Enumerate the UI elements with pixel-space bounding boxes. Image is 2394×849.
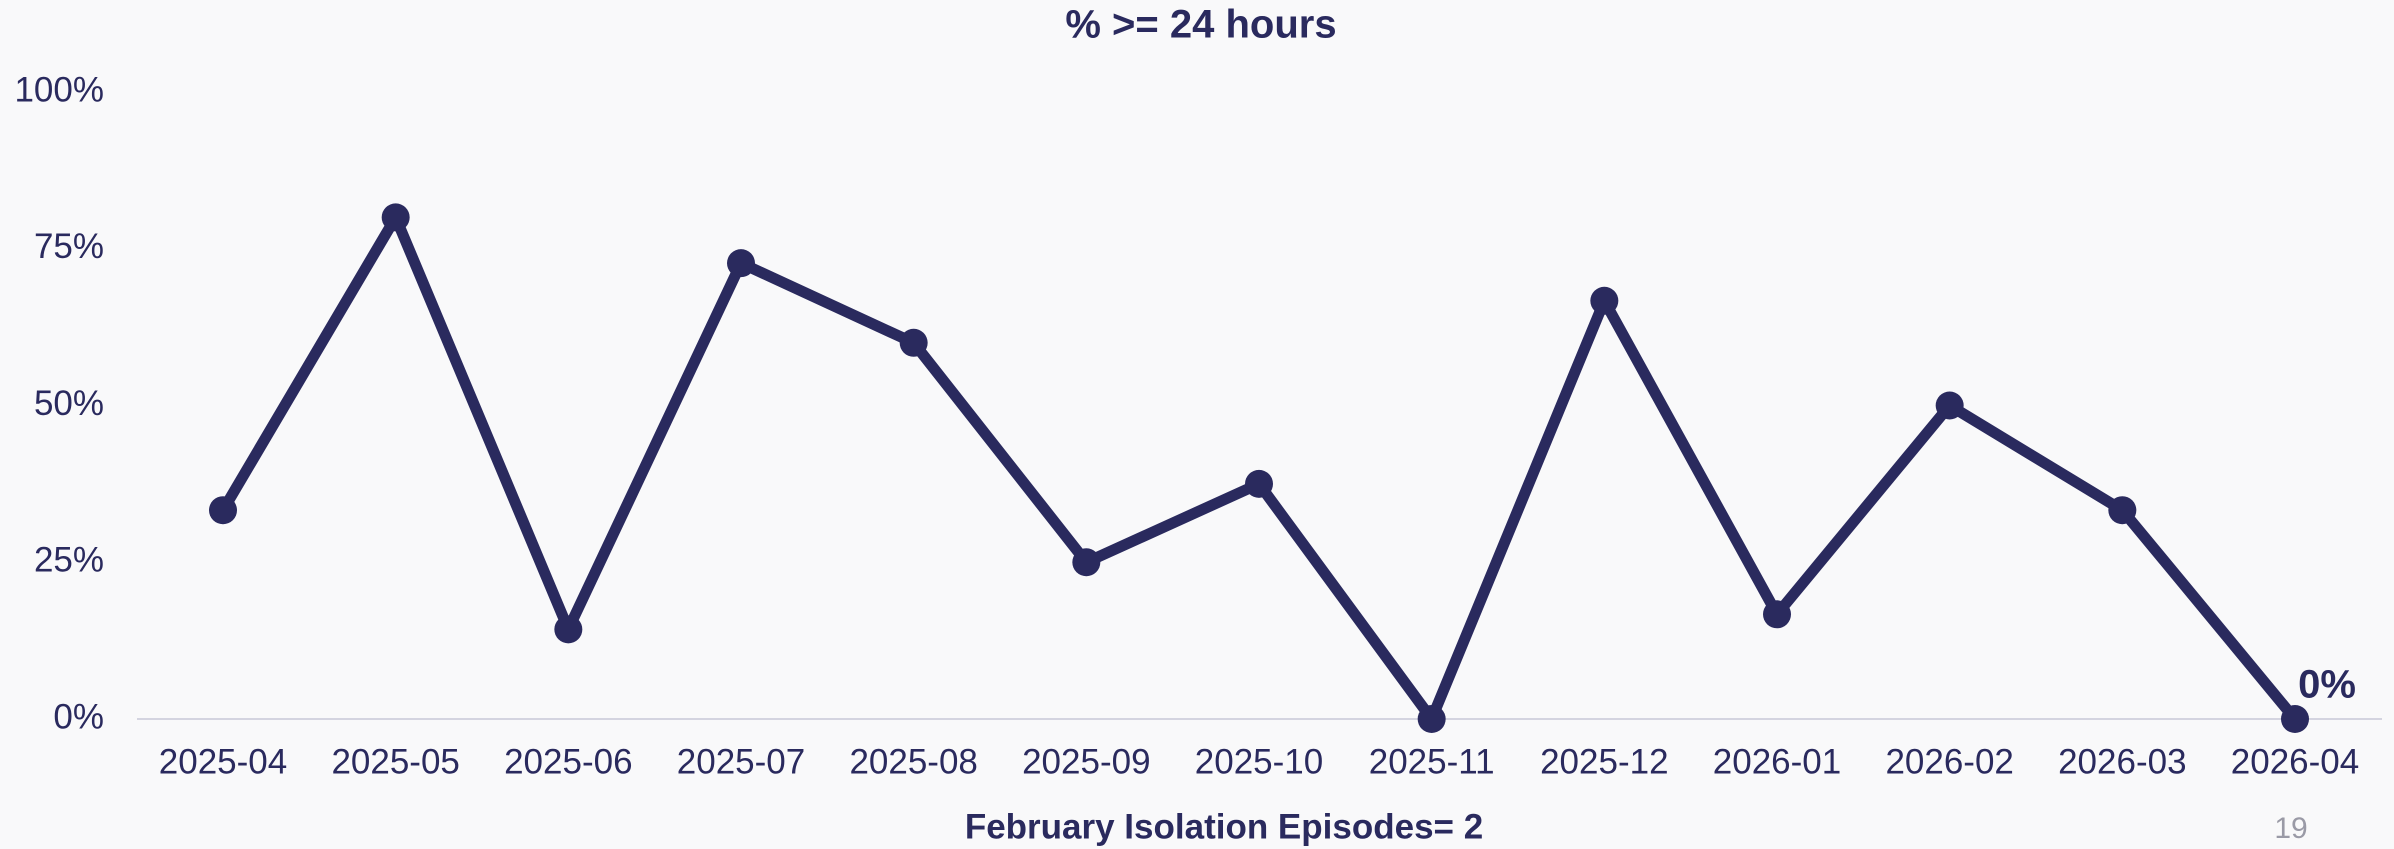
chart-title: % >= 24 hours [1065,3,1336,47]
x-tick-label: 2025-12 [1540,742,1668,781]
y-tick-label: 75% [34,227,104,266]
data-point [727,249,755,278]
x-tick-label: 2026-04 [2231,742,2359,781]
y-tick-label: 25% [34,541,104,580]
data-line [218,211,2300,725]
data-point [1590,286,1619,315]
page-number: 19 [2274,812,2307,845]
data-point [1763,600,1791,629]
data-point [1417,705,1446,733]
x-tick-label: 2025-11 [1369,742,1495,781]
x-tick-label: 2025-07 [677,742,805,781]
x-tick-label: 2025-08 [849,742,977,781]
x-tick-label: 2025-05 [331,742,459,781]
data-point [899,328,928,357]
x-tick-label: 2025-06 [504,742,632,781]
data-point [554,615,583,644]
data-point [381,203,410,232]
data-point [1245,469,1273,498]
x-tick-label: 2026-02 [1885,742,2013,781]
y-tick-label: 100% [14,70,104,109]
x-tick-label: 2025-09 [1022,742,1150,781]
data-point [2281,705,2309,733]
data-point [209,496,237,525]
y-tick-label: 0% [53,697,104,736]
x-tick-label: 2025-04 [159,742,287,781]
data-label: 0% [2298,663,2356,707]
data-point [2108,496,2137,525]
x-tick-label: 2026-01 [1713,742,1841,781]
x-axis-title: February Isolation Episodes= 2 [965,807,1483,846]
data-point [1072,548,1101,577]
x-tick-label: 2025-10 [1195,742,1323,781]
y-tick-label: 50% [34,384,104,423]
data-point [1935,391,1964,420]
x-tick-label: 2026-03 [2058,742,2186,781]
